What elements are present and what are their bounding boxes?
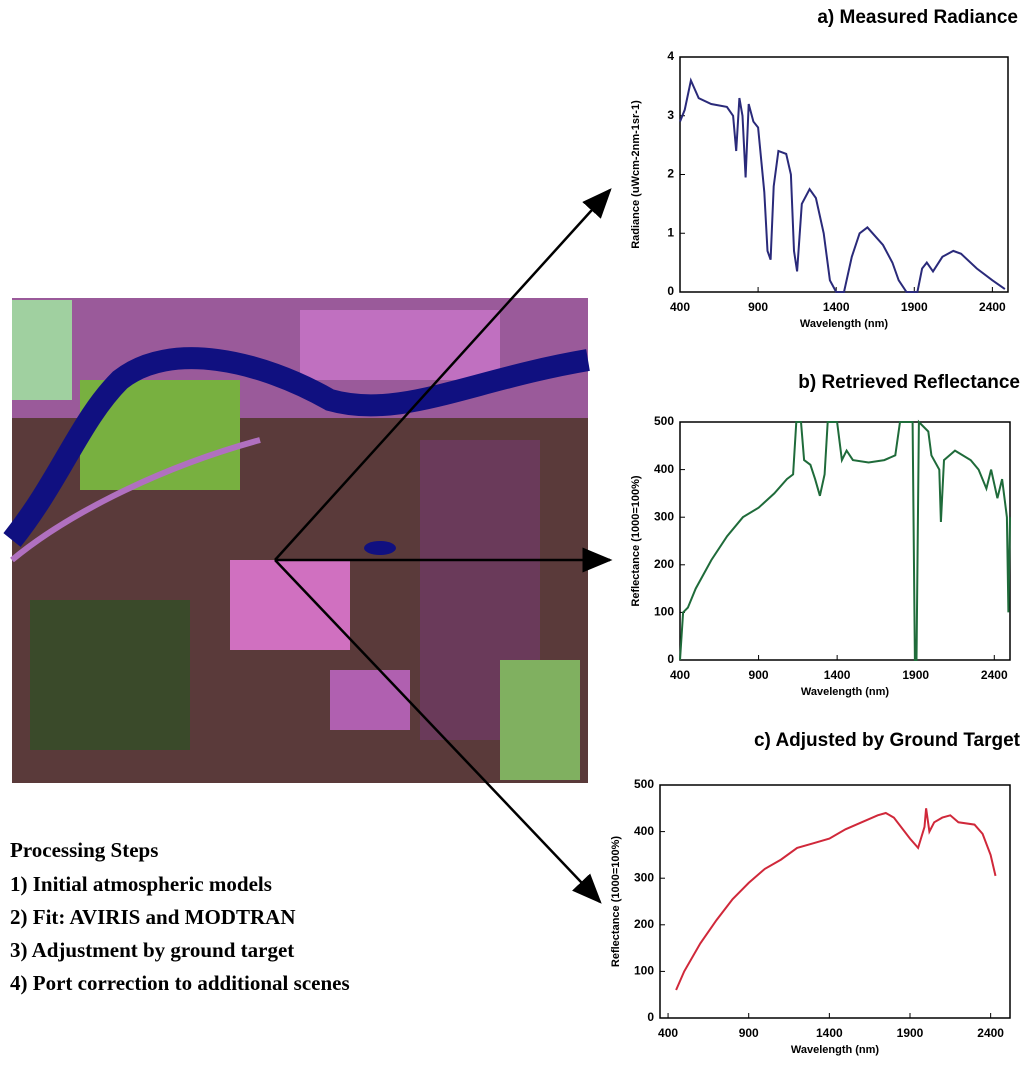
x-tick-label: 1400 (824, 668, 851, 682)
x-tick-label: 2400 (977, 1026, 1004, 1040)
x-tick-label: 1400 (823, 300, 850, 314)
y-tick-label: 0 (647, 1010, 654, 1024)
data-line (675, 808, 997, 991)
y-tick-label: 500 (654, 414, 674, 428)
chart-title: a) Measured Radiance (817, 7, 1018, 28)
y-tick-label: 200 (634, 917, 654, 931)
x-tick-label: 900 (748, 300, 768, 314)
arrows (274, 188, 613, 904)
y-tick-label: 100 (654, 605, 674, 619)
y-tick-label: 500 (634, 777, 654, 791)
y-tick-label: 200 (654, 557, 674, 571)
x-tick-label: 900 (749, 668, 769, 682)
x-axis-label: Wavelength (nm) (801, 686, 890, 698)
y-tick-label: 300 (634, 870, 654, 884)
x-tick-label: 400 (658, 1026, 678, 1040)
step: 1) Initial atmospheric models (10, 872, 272, 896)
x-tick-label: 900 (739, 1026, 759, 1040)
y-tick-label: 1 (667, 225, 674, 239)
y-axis-label: Radiance (uWcm-2nm-1sr-1) (630, 100, 642, 249)
y-tick-label: 300 (654, 509, 674, 523)
y-tick-label: 400 (654, 462, 674, 476)
y-tick-label: 400 (634, 824, 654, 838)
data-line (679, 419, 1011, 661)
y-tick-label: 4 (667, 49, 674, 63)
y-axis-label: Reflectance (1000=100%) (610, 836, 622, 967)
x-tick-label: 400 (670, 300, 690, 314)
y-tick-label: 0 (667, 652, 674, 666)
chart-title: c) Adjusted by Ground Target (754, 730, 1021, 751)
x-tick-label: 1900 (897, 1026, 924, 1040)
steps-heading: Processing Steps (10, 838, 158, 862)
y-tick-label: 3 (667, 108, 674, 122)
x-tick-label: 1900 (901, 300, 928, 314)
satellite-image (3, 298, 590, 783)
chart-title: b) Retrieved Reflectance (798, 372, 1020, 393)
x-axis-label: Wavelength (nm) (800, 318, 889, 330)
y-tick-label: 100 (634, 964, 654, 978)
x-tick-label: 1900 (902, 668, 929, 682)
x-axis-label: Wavelength (nm) (791, 1044, 880, 1056)
step: 4) Port correction to additional scenes (10, 971, 350, 995)
x-tick-label: 2400 (981, 668, 1008, 682)
y-tick-label: 0 (667, 284, 674, 298)
step: 3) Adjustment by ground target (10, 938, 294, 962)
data-line (679, 77, 1006, 293)
x-tick-label: 1400 (816, 1026, 843, 1040)
x-tick-label: 2400 (979, 300, 1006, 314)
y-axis-label: Reflectance (1000=100%) (630, 475, 642, 606)
plot-frame (679, 421, 1011, 661)
plot-frame (679, 56, 1009, 293)
y-tick-label: 2 (667, 167, 674, 181)
step: 2) Fit: AVIRIS and MODTRAN (10, 905, 295, 929)
plot-frame (659, 784, 1011, 1019)
x-tick-label: 400 (670, 668, 690, 682)
